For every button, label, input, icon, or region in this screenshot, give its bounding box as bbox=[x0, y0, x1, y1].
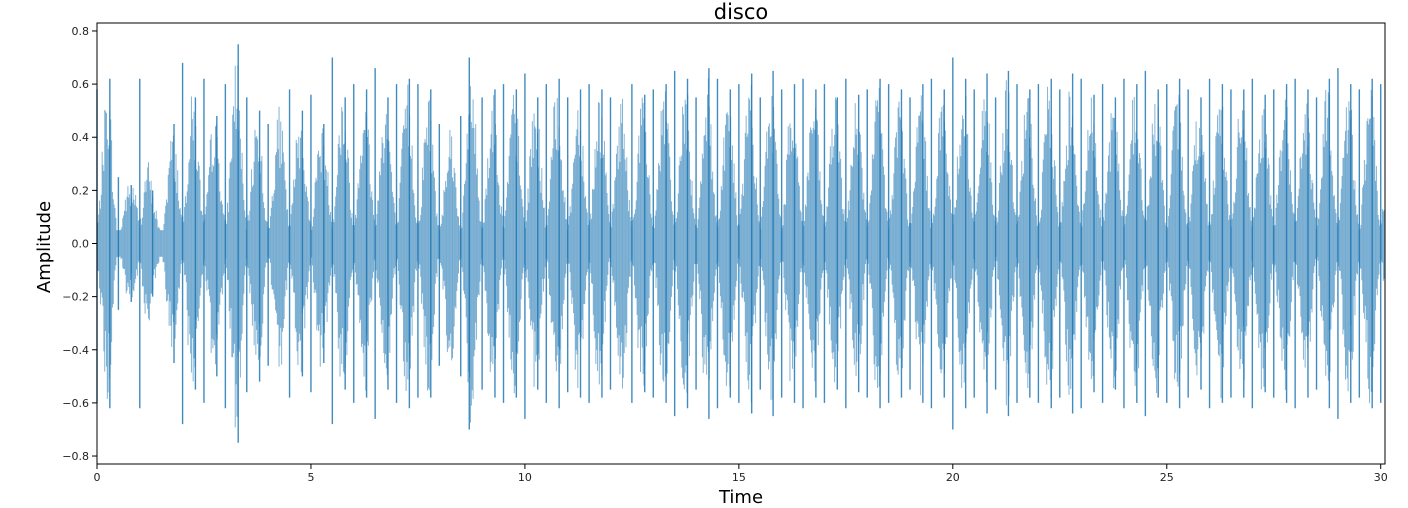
x-tick-label: 15 bbox=[732, 471, 746, 484]
y-axis-label: Amplitude bbox=[34, 201, 55, 293]
y-tick-label: 0.6 bbox=[72, 78, 90, 91]
x-tick-label: 10 bbox=[518, 471, 532, 484]
x-tick-label: 20 bbox=[946, 471, 960, 484]
y-axis-ticks: −0.8 −0.6 −0.4 −0.2 0.0 0.2 0.4 0.6 0.8 bbox=[62, 25, 97, 463]
y-tick-label: 0.8 bbox=[72, 25, 90, 38]
y-tick-label: −0.6 bbox=[62, 397, 89, 410]
y-tick-label: 0.2 bbox=[72, 184, 90, 197]
x-tick-label: 0 bbox=[94, 471, 101, 484]
x-tick-label: 25 bbox=[1160, 471, 1174, 484]
x-tick-label: 5 bbox=[307, 471, 314, 484]
x-tick-label: 30 bbox=[1374, 471, 1388, 484]
plot-frame bbox=[96, 22, 1386, 465]
y-tick-label: −0.2 bbox=[62, 291, 89, 304]
x-axis-ticks: 0 5 10 15 20 25 30 bbox=[94, 464, 1388, 484]
waveform-layer bbox=[96, 44, 1386, 443]
y-tick-label: 0.0 bbox=[72, 238, 90, 251]
x-axis-label: Time bbox=[718, 487, 763, 508]
y-tick-label: −0.8 bbox=[62, 450, 89, 463]
y-tick-label: −0.4 bbox=[62, 344, 89, 357]
y-tick-label: 0.4 bbox=[72, 131, 90, 144]
chart-title: disco bbox=[714, 0, 769, 24]
